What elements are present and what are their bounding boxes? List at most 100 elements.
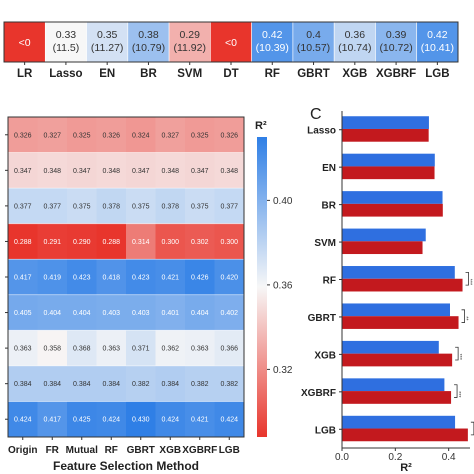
panel-b-cell-value: 0.382 bbox=[220, 381, 238, 388]
colorbar-tick-label: 0.36 bbox=[273, 280, 293, 291]
panel-a-cell-rmse: (11.27) bbox=[91, 42, 124, 54]
panel-c-x-axis-title: R² bbox=[400, 462, 412, 474]
panel-c-bar bbox=[342, 228, 426, 242]
panel-c-y-tick-label: XGB bbox=[314, 350, 336, 361]
panel-b-cell-value: 0.384 bbox=[102, 381, 120, 388]
colorbar-tick-label: 0.32 bbox=[273, 365, 293, 376]
panel-b-x-tick-label: LGB bbox=[219, 445, 240, 456]
panel-b-cell-value: 0.404 bbox=[43, 310, 61, 317]
panel-b-cell bbox=[37, 365, 67, 402]
panel-a-cell-rmse: (10.57) bbox=[297, 42, 330, 54]
panel-c-significance-bracket bbox=[454, 384, 458, 398]
panel-a-cell-rmse: (10.72) bbox=[379, 42, 412, 54]
panel-b-cell bbox=[96, 365, 126, 402]
panel-b-cell bbox=[96, 117, 126, 153]
panel-b-cell-value: 0.377 bbox=[220, 203, 238, 210]
panel-b-cell bbox=[37, 188, 67, 224]
panel-b-cell bbox=[155, 294, 185, 331]
panel-b-cell bbox=[214, 401, 244, 437]
panel-a-model-heatmap: <00.33(11.5)0.35(11.27)0.38(10.79)0.29(1… bbox=[0, 0, 474, 80]
panel-b-cell bbox=[67, 330, 97, 366]
panel-b-cell bbox=[8, 223, 38, 260]
panel-a-cell-value: 0.38 bbox=[138, 29, 159, 41]
panel-b-cell-value: 0.288 bbox=[14, 239, 32, 246]
panel-a-x-tick-label: RF bbox=[265, 68, 280, 80]
panel-b-cell bbox=[155, 223, 185, 260]
panel-b-cell bbox=[67, 152, 97, 189]
panel-b-cell-value: 0.314 bbox=[132, 239, 150, 246]
panel-b-x-tick-label: Mutual bbox=[66, 445, 98, 456]
panel-b-cell bbox=[96, 152, 126, 189]
panel-c-y-tick-label: XGBRF bbox=[301, 388, 336, 399]
panel-b-cell-value: 0.382 bbox=[132, 381, 150, 388]
panel-b-cell-value: 0.363 bbox=[102, 346, 120, 353]
panel-b-cell bbox=[126, 188, 156, 224]
panel-b-cell-value: 0.424 bbox=[161, 417, 179, 424]
panel-b-cell-value: 0.363 bbox=[14, 346, 32, 353]
panel-b-cell bbox=[67, 365, 97, 402]
panel-b-cell-value: 0.368 bbox=[73, 346, 91, 353]
panel-b-cell bbox=[155, 152, 185, 189]
panel-c-bar bbox=[342, 266, 455, 279]
panel-c-significance-bracket bbox=[465, 271, 469, 286]
panel-a-cell-value: 0.4 bbox=[306, 29, 321, 41]
panel-b-cell-value: 0.384 bbox=[73, 381, 91, 388]
colorbar bbox=[257, 137, 267, 437]
panel-b-cell bbox=[8, 365, 38, 402]
panel-b-cell-value: 0.347 bbox=[14, 168, 32, 175]
panel-b-cell-value: 0.326 bbox=[102, 132, 120, 139]
panel-c-bar bbox=[342, 166, 435, 180]
panel-b-cell-value: 0.425 bbox=[73, 417, 91, 424]
panel-c-x-tick-label: 0.0 bbox=[335, 452, 349, 463]
panel-b-cell bbox=[185, 259, 215, 295]
panel-b-cell bbox=[126, 401, 156, 437]
panel-a-cell-rmse: (10.79) bbox=[132, 42, 165, 54]
panel-b-cell-value: 0.424 bbox=[14, 417, 32, 424]
panel-b-cell bbox=[185, 294, 215, 331]
panel-c-x-tick-label: 0.2 bbox=[388, 452, 402, 463]
panel-b-cell bbox=[8, 117, 38, 153]
panel-c-bar bbox=[342, 278, 463, 292]
panel-b-cell bbox=[126, 223, 156, 260]
panel-c-significance-label: *** bbox=[467, 279, 473, 286]
panel-b-cell bbox=[126, 259, 156, 295]
panel-b-cell-value: 0.405 bbox=[14, 310, 32, 317]
panel-b-cell bbox=[8, 401, 38, 437]
panel-b-cell-value: 0.327 bbox=[43, 132, 61, 139]
panel-b-cell-value: 0.375 bbox=[191, 203, 209, 210]
panel-a-cell bbox=[127, 21, 170, 63]
panel-b-cell-value: 0.348 bbox=[43, 168, 61, 175]
panel-b-cell-value: 0.300 bbox=[161, 239, 179, 246]
panel-b-x-tick-label: XGBRF bbox=[182, 445, 217, 456]
panel-b-cell bbox=[37, 330, 67, 366]
panel-c-y-tick-label: RF bbox=[323, 276, 336, 287]
panel-c-bar bbox=[342, 378, 445, 392]
panel-c-y-tick-label: EN bbox=[322, 163, 336, 174]
panel-a-cell bbox=[210, 21, 252, 63]
panel-a-x-tick-label: GBRT bbox=[297, 68, 330, 80]
panel-b-cell-value: 0.377 bbox=[43, 203, 61, 210]
panel-b-cell bbox=[8, 330, 38, 366]
panel-c-bar bbox=[342, 353, 453, 367]
panel-b-border bbox=[7, 116, 245, 438]
panel-a-cell-value: 0.42 bbox=[427, 29, 448, 41]
panel-b-cell-value: 0.375 bbox=[73, 203, 91, 210]
panel-b-cell bbox=[155, 188, 185, 224]
panel-b-cell-value: 0.378 bbox=[161, 203, 179, 210]
panel-b-cell-value: 0.424 bbox=[220, 417, 238, 424]
panel-b-x-tick-label: Origin bbox=[8, 445, 37, 456]
panel-c-y-tick-label: SVM bbox=[314, 238, 336, 249]
panel-b-cell-value: 0.418 bbox=[102, 275, 120, 282]
panel-a-x-tick-label: DT bbox=[223, 68, 238, 80]
panel-b-cell-value: 0.358 bbox=[43, 346, 61, 353]
panel-b-cell-value: 0.362 bbox=[161, 346, 179, 353]
panel-c-bar bbox=[342, 303, 450, 317]
panel-b-cell-value: 0.347 bbox=[73, 168, 91, 175]
panel-b-cell bbox=[67, 188, 97, 224]
panel-b-cell bbox=[214, 188, 244, 224]
panel-b-cell-value: 0.371 bbox=[132, 346, 150, 353]
panel-b-cell bbox=[96, 188, 126, 224]
panel-b-cell-value: 0.348 bbox=[220, 168, 238, 175]
panel-b-cell-value: 0.403 bbox=[132, 310, 150, 317]
